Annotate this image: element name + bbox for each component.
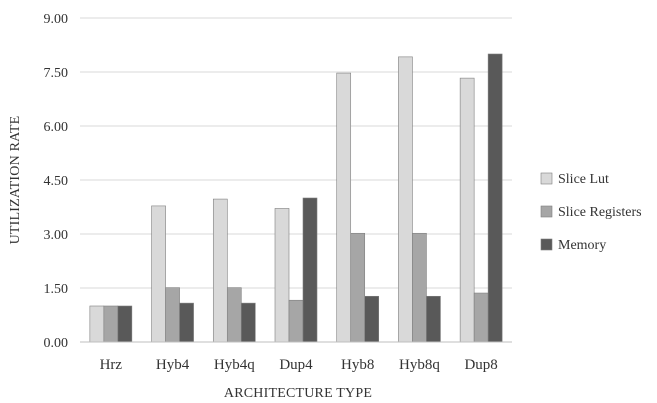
y-axis-title: UTILIZATION RATE	[8, 116, 23, 245]
x-tick-label: Hyb8q	[399, 357, 440, 373]
bar-slice-registers	[412, 232, 427, 343]
y-tick-label: 4.50	[44, 174, 69, 189]
bar-memory	[240, 302, 256, 343]
bar-group-hrz	[89, 305, 133, 343]
x-tick-label: Hrz	[100, 357, 123, 373]
y-tick-label: 6.00	[44, 120, 69, 135]
legend-label: Memory	[558, 238, 606, 253]
legend-label: Slice Registers	[558, 205, 642, 220]
legend: Slice Lut Slice Registers Memory	[540, 172, 642, 253]
x-tick-label: Dup4	[279, 357, 313, 373]
bar-memory	[179, 302, 194, 343]
y-tick-label: 9.00	[44, 12, 69, 27]
bar-slice-lut	[274, 208, 290, 343]
y-tick-label: 3.00	[44, 228, 69, 243]
bar-slice-registers	[350, 232, 366, 343]
x-axis-ticks: Hrz Hyb4 Hyb4q Dup4 Hyb8 Hyb8q Dup8	[100, 357, 498, 373]
bar-slice-registers	[473, 292, 489, 343]
legend-item-slice-lut: Slice Lut	[540, 172, 609, 187]
bar-memory	[426, 295, 441, 343]
bar-group-dup8	[459, 53, 503, 343]
x-tick-label: Hyb4	[156, 357, 190, 373]
bar-slice-registers	[288, 299, 304, 343]
bar-memory	[302, 197, 318, 343]
bar-slice-lut	[459, 77, 475, 343]
bar-memory	[487, 53, 503, 343]
legend-swatch	[540, 205, 553, 218]
legend-swatch	[540, 172, 553, 185]
legend-swatch	[540, 238, 553, 251]
bar-slice-registers	[103, 305, 119, 343]
bar-group-hyb4q	[212, 198, 256, 343]
gridlines	[80, 17, 512, 289]
bar-slice-registers	[165, 287, 180, 343]
legend-item-memory: Memory	[540, 238, 606, 253]
y-tick-label: 0.00	[44, 336, 69, 351]
bar-slice-lut	[398, 56, 413, 343]
bar-memory	[117, 305, 133, 343]
bar-group-hyb4	[151, 205, 194, 343]
bar-slice-lut	[89, 305, 105, 343]
x-tick-label: Hyb4q	[214, 357, 255, 373]
bar-slice-lut	[212, 198, 228, 343]
bar-slice-registers	[226, 287, 242, 343]
bars	[89, 53, 503, 343]
x-tick-label: Hyb8	[341, 357, 374, 373]
y-axis-ticks: 0.00 1.50 3.00 4.50 6.00 7.50 9.00	[44, 12, 69, 351]
legend-label: Slice Lut	[558, 172, 609, 187]
x-tick-label: Dup8	[464, 357, 497, 373]
bar-group-hyb8q	[398, 56, 441, 343]
bar-slice-lut	[151, 205, 166, 343]
bar-slice-lut	[336, 72, 352, 343]
bar-memory	[364, 295, 380, 343]
y-tick-label: 1.50	[44, 282, 69, 297]
bar-group-dup4	[274, 197, 318, 343]
x-axis-title: ARCHITECTURE TYPE	[224, 386, 372, 401]
y-tick-label: 7.50	[44, 66, 69, 81]
bar-group-hyb8	[336, 72, 380, 343]
legend-item-slice-registers: Slice Registers	[540, 205, 642, 220]
